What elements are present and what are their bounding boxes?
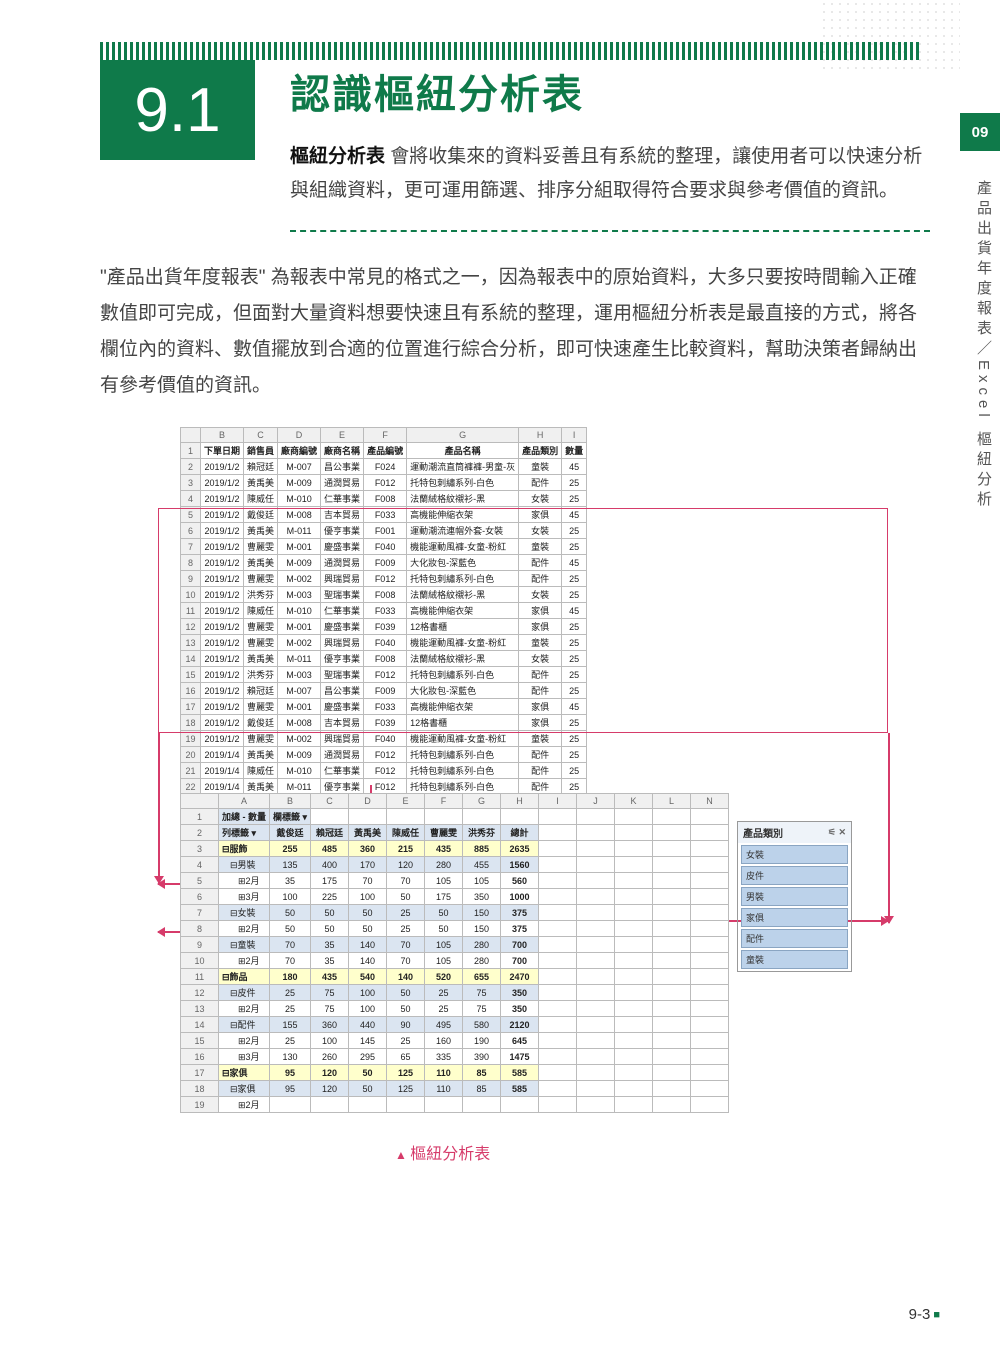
divider-dash bbox=[290, 230, 930, 232]
arrow-down-3 bbox=[888, 733, 890, 923]
page-number: 9-3 bbox=[909, 1306, 940, 1323]
header-decor bbox=[100, 42, 920, 60]
excel-pivot-table: ABCDEFGHIJKLN1加總 - 數量欄標籤 ▾2列標籤 ▾戴俊廷賴冠廷黃禹… bbox=[180, 793, 880, 1113]
right-margin: 09 產品出貨年度報表／Excel 樞紐分析 bbox=[960, 0, 1000, 1353]
slicer-item[interactable]: 家俱 bbox=[741, 908, 848, 927]
intro-text: 樞紐分析表 會將收集來的資料妥善且有系統的整理，讓使用者可以快速分析與組織資料，… bbox=[290, 140, 930, 208]
chapter-tab: 09 bbox=[960, 113, 1000, 151]
slicer-filter-icon[interactable]: ⚟ ✕ bbox=[828, 827, 846, 838]
arrow-down-1 bbox=[158, 733, 160, 883]
slicer-panel[interactable]: 產品類別⚟ ✕ 女裝皮件男裝家俱配件童裝 bbox=[737, 821, 852, 972]
title-block: 認識樞紐分析表 樞紐分析表 會將收集來的資料妥善且有系統的整理，讓使用者可以快速… bbox=[290, 62, 930, 208]
slicer-item[interactable]: 男裝 bbox=[741, 887, 848, 906]
slicer-item[interactable]: 童裝 bbox=[741, 950, 848, 969]
slicer-item[interactable]: 配件 bbox=[741, 929, 848, 948]
slicer-item[interactable]: 皮件 bbox=[741, 866, 848, 885]
slicer-header: 產品類別⚟ ✕ bbox=[738, 822, 851, 843]
body-paragraph: "產品出貨年度報表" 為報表中常見的格式之一，因為報表中的原始資料，大多只要按時… bbox=[100, 260, 930, 404]
slicer-item[interactable]: 女裝 bbox=[741, 845, 848, 864]
figure-caption: 樞紐分析表 bbox=[395, 1140, 490, 1164]
excel-source-table: BCDEFGHI1下單日期銷售員廠商編號廠商名稱產品編號產品名稱產品類別數量22… bbox=[180, 427, 880, 811]
section-title: 認識樞紐分析表 bbox=[290, 62, 930, 120]
section-number: 9.1 bbox=[100, 60, 255, 160]
chapter-vertical-title: 產品出貨年度報表／Excel 樞紐分析 bbox=[973, 180, 994, 511]
